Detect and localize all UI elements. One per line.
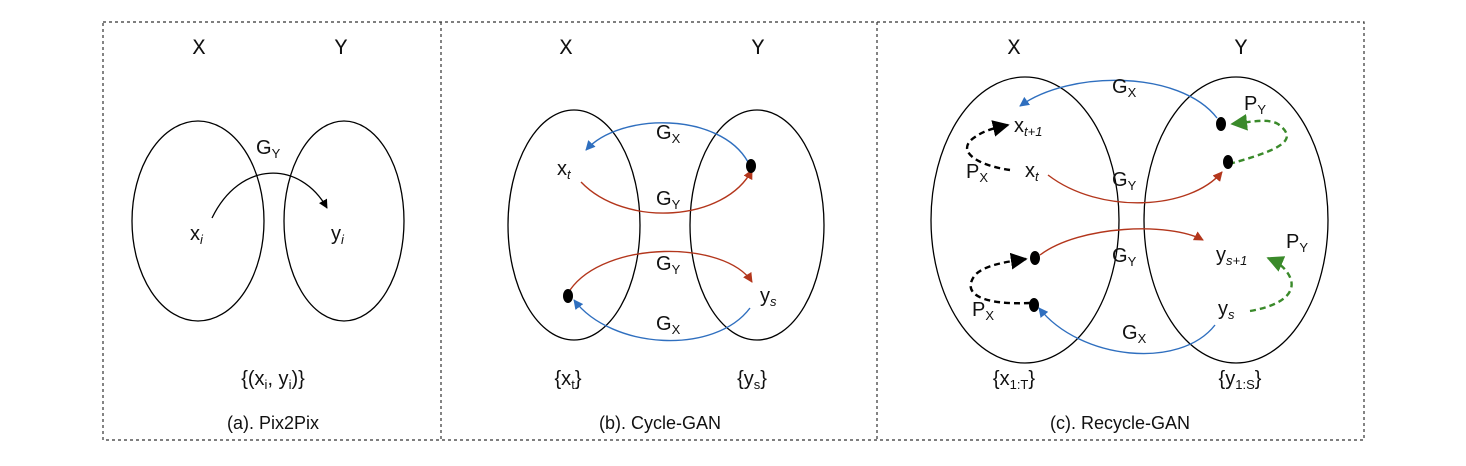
generated-y-node-bottom [1223,155,1233,169]
domain-x-label: X [559,36,572,61]
panel-cycle-gan: X Y GX GY GY GX xt ys {xt} {ys} (b). Cyc… [507,36,825,433]
panel-pix2pix: X Y GY xi yi {(xi, yi)} (a). Pix2Pix [131,36,405,433]
domain-x-ellipse [507,109,641,341]
generator-x-bottom-label: GX [1122,322,1147,346]
generator-y-top-label: GY [1112,169,1137,193]
domain-y-label: Y [334,36,347,61]
predictor-x-bottom-label: PX [972,299,994,323]
generator-x-bottom-arrow [573,299,751,342]
generator-y-top-label: GY [656,188,681,212]
caption-cycle-gan: (b). Cycle-GAN [599,413,721,433]
outer-frame [102,21,1365,441]
generator-y-bottom-arrow [569,250,753,291]
node-xt1: xt+1 [1014,115,1042,139]
generator-x-top-arrow [585,122,749,163]
domain-y-label: Y [1234,36,1247,61]
node-ys: ys [760,285,777,309]
generated-y-node [746,159,756,173]
domain-y-label: Y [751,36,764,61]
predictor-y-bottom-label: PY [1286,231,1308,255]
generator-x-bottom-arrow [1038,307,1216,355]
predictor-y-top-arrow [1228,113,1289,166]
generator-x-bottom-label: GX [656,313,681,337]
domain-x-ellipse [131,120,265,322]
generator-y-top-arrow [580,169,753,214]
paired-set-label: {(xi, yi)} [241,368,305,392]
panel-recycle-gan: X Y GX GY GY GX PY PX PY PX xt+1 xt ys+1 [930,36,1329,433]
generator-y-arrow [211,172,328,219]
domain-x-ellipse [930,76,1120,364]
generated-x-node-top [1030,251,1040,265]
node-xt: xt [557,158,572,182]
generator-y-label: GY [256,137,281,161]
node-xt: xt [1025,160,1040,184]
domain-y-ellipse [283,120,405,322]
generated-x-node-bottom [1029,298,1039,312]
domain-x-label: X [192,36,205,61]
set-y-label: {ys} [737,368,767,392]
node-ys1: ys+1 [1216,244,1247,268]
predictor-x-top-label: PX [966,161,988,185]
generator-y-top-arrow [1047,171,1223,204]
domain-x-label: X [1007,36,1020,61]
generator-y-bottom-label: GY [1112,245,1137,269]
node-xi: xi [190,223,204,247]
caption-pix2pix: (a). Pix2Pix [227,413,319,433]
predictor-x-top-arrow [965,120,1011,172]
caption-recycle-gan: (c). Recycle-GAN [1050,413,1190,433]
domain-y-ellipse [1143,76,1329,364]
generator-x-top-label: GX [656,122,681,146]
generator-x-top-arrow [1019,79,1218,119]
predictor-y-top-label: PY [1244,93,1266,117]
generator-y-bottom-arrow [1039,228,1204,256]
node-yi: yi [331,223,345,247]
predictor-x-bottom-arrow [969,252,1031,305]
domain-y-ellipse [689,109,825,341]
predictor-y-bottom-arrow [1249,256,1293,313]
generated-x-node [563,289,573,303]
generated-y-node-top [1216,117,1226,131]
node-ys: ys [1218,298,1235,322]
generator-y-bottom-label: GY [656,253,681,277]
set-x-label: {xt} [555,368,582,392]
set-x-label: {x1:T} [993,368,1035,392]
generator-x-top-label: GX [1112,76,1137,100]
set-y-label: {y1:S} [1219,368,1262,392]
